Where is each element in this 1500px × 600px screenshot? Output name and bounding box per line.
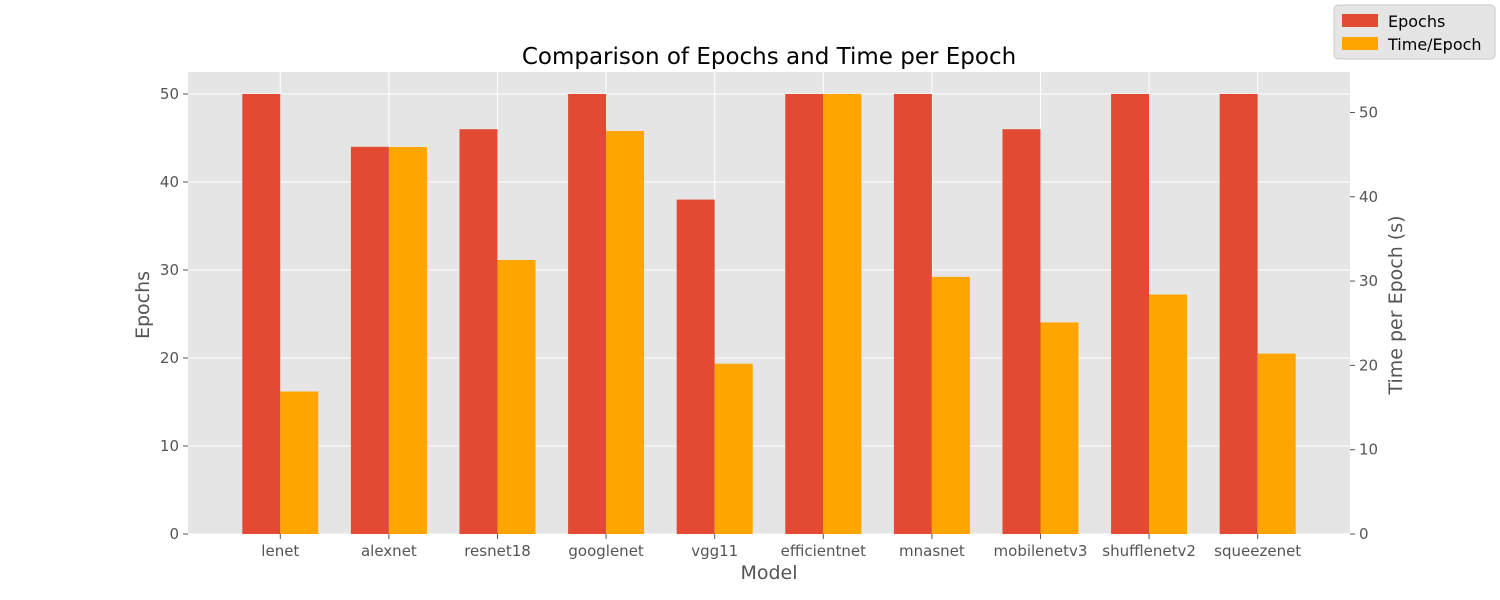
y2-tick-label: 0: [1359, 525, 1369, 543]
x-tick-label-alexnet: alexnet: [361, 542, 417, 560]
x-axis-label: Model: [740, 562, 797, 584]
bar-time-epoch-squeezenet: [1257, 353, 1296, 534]
bar-time-epoch-resnet18: [497, 260, 536, 534]
y2-tick-label: 40: [1359, 188, 1378, 206]
bar-epochs-googlenet: [568, 94, 607, 534]
x-tick-label-shufflenetv2: shufflenetv2: [1102, 542, 1196, 560]
chart-title: Comparison of Epochs and Time per Epoch: [522, 44, 1016, 70]
y-axis-left: 0 10 20 30 40 50: [160, 85, 188, 543]
legend-swatch-epochs: [1342, 14, 1378, 27]
bar-epochs-resnet18: [459, 129, 498, 534]
y2-tick-label: 20: [1359, 356, 1378, 374]
y2-tick-label: 10: [1359, 441, 1378, 459]
bar-time-epoch-shufflenetv2: [1149, 294, 1188, 534]
legend-label-time-per-epoch: Time/Epoch: [1387, 35, 1482, 54]
y-tick-label: 50: [160, 85, 179, 103]
legend-swatch-time-per-epoch: [1342, 37, 1378, 50]
x-tick-label-mnasnet: mnasnet: [899, 542, 965, 560]
x-tick-label-vgg11: vgg11: [691, 542, 738, 560]
x-tick-label-lenet: lenet: [261, 542, 299, 560]
x-tick-label-googlenet: googlenet: [568, 542, 644, 560]
y-tick-label: 0: [169, 525, 179, 543]
x-tick-label-efficientnet: efficientnet: [781, 542, 866, 560]
y-tick-label: 30: [160, 261, 179, 279]
x-tick-label-resnet18: resnet18: [464, 542, 531, 560]
y-axis-label: Epochs: [132, 271, 154, 339]
x-axis: lenet alexnet resnet18 googlenet vgg11 effici…: [261, 534, 1301, 560]
y-tick-label: 10: [160, 437, 179, 455]
x-tick-label-mobilenetv3: mobilenetv3: [994, 542, 1088, 560]
legend-label-epochs: Epochs: [1388, 12, 1445, 31]
bar-epochs-shufflenetv2: [1111, 94, 1150, 534]
bars: [242, 93, 1296, 535]
y-axis-right: 0 10 20 30 40 50: [1350, 103, 1378, 543]
legend: Epochs Time/Epoch: [1333, 4, 1496, 60]
y2-tick-label: 50: [1359, 103, 1378, 121]
bar-epochs-vgg11: [676, 199, 715, 534]
bar-time-epoch-alexnet: [388, 147, 427, 535]
bar-epochs-mobilenetv3: [1002, 129, 1041, 534]
y-tick-label: 20: [160, 349, 179, 367]
bar-time-epoch-mobilenetv3: [1040, 322, 1079, 534]
y2-axis-label: Time per Epoch (s): [1385, 215, 1407, 395]
y-tick-label: 40: [160, 173, 179, 191]
bar-epochs-mnasnet: [893, 94, 932, 534]
bar-epochs-lenet: [242, 94, 281, 534]
x-tick-label-squeezenet: squeezenet: [1214, 542, 1301, 560]
y2-tick-label: 30: [1359, 272, 1378, 290]
bar-time-epoch-googlenet: [606, 131, 645, 535]
bar-time-epoch-efficientnet: [823, 93, 862, 534]
bar-time-epoch-vgg11: [714, 363, 753, 534]
bar-epochs-alexnet: [350, 146, 389, 535]
bar-time-epoch-mnasnet: [931, 276, 970, 534]
bar-time-epoch-lenet: [280, 391, 319, 534]
bar-epochs-efficientnet: [785, 94, 824, 534]
bar-epochs-squeezenet: [1219, 94, 1258, 534]
